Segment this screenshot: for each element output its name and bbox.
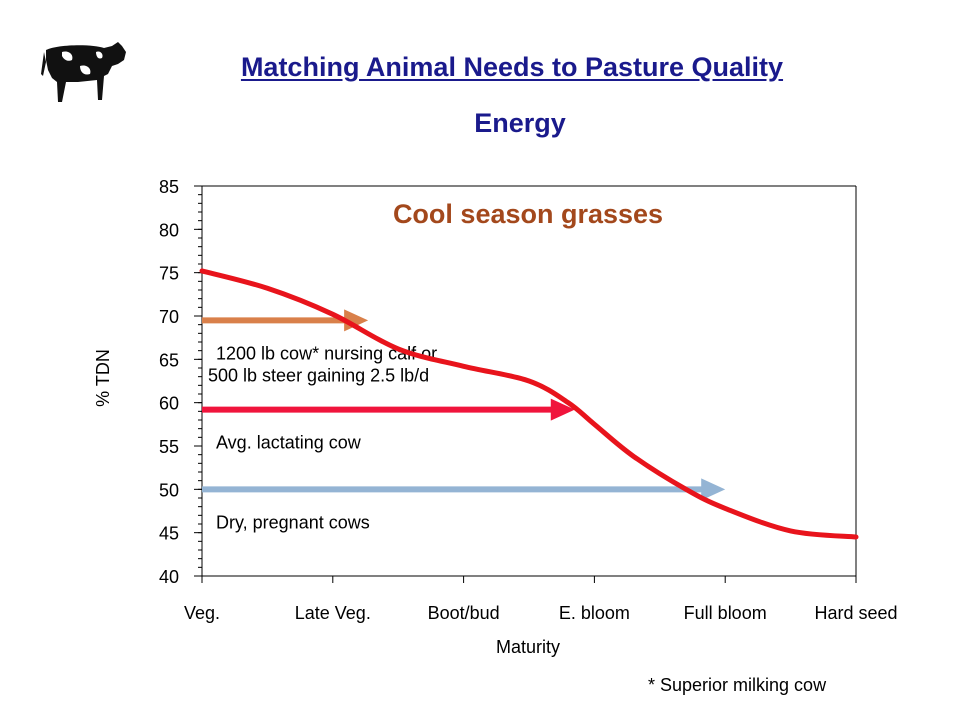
y-axis-label: % TDN	[93, 349, 113, 407]
requirement-label: 1200 lb cow* nursing calf or	[216, 343, 437, 363]
y-tick-label: 45	[159, 524, 179, 544]
y-tick-label: 85	[159, 177, 179, 197]
series-line	[199, 268, 859, 540]
footnote: * Superior milking cow	[648, 675, 827, 695]
slide-title: Matching Animal Needs to Pasture Quality	[240, 52, 784, 82]
y-tick-label: 40	[159, 567, 179, 587]
chart-title: Cool season grasses	[393, 199, 663, 229]
x-tick-label: Full bloom	[684, 603, 767, 623]
slide-subtitle: Energy	[474, 108, 566, 138]
y-tick-label: 75	[159, 264, 179, 284]
y-tick-label: 70	[159, 307, 179, 327]
x-tick-label: Veg.	[184, 603, 220, 623]
y-tick-label: 55	[159, 437, 179, 457]
requirement-arrowhead	[550, 398, 575, 421]
requirement-label: Avg. lactating cow	[216, 433, 362, 453]
x-tick-label: Boot/bud	[428, 603, 500, 623]
cow-icon	[41, 42, 126, 102]
requirement-arrowhead	[701, 478, 726, 501]
y-tick-label: 60	[159, 394, 179, 414]
y-tick-label: 65	[159, 350, 179, 370]
requirement-label: Dry, pregnant cows	[216, 512, 370, 532]
x-tick-label: Hard seed	[814, 603, 897, 623]
y-tick-label: 50	[159, 480, 179, 500]
x-tick-label: E. bloom	[559, 603, 630, 623]
x-tick-label: Late Veg.	[295, 603, 371, 623]
requirement-label: 500 lb steer gaining 2.5 lb/d	[208, 365, 429, 385]
x-axis-label: Maturity	[496, 637, 560, 657]
y-tick-label: 80	[159, 220, 179, 240]
